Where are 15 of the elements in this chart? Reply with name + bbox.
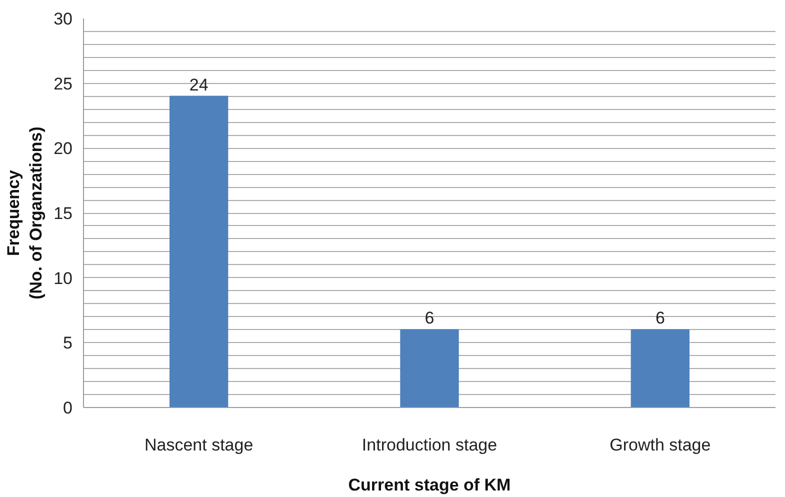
data-label: 6 <box>655 308 665 328</box>
y-tick-label: 15 <box>54 204 73 223</box>
y-tick-label: 5 <box>63 334 73 353</box>
y-tick-label: 10 <box>54 268 73 288</box>
x-tick-label: Nascent stage <box>144 436 254 454</box>
y-tick-label: 30 <box>54 10 73 28</box>
x-tick-label: Growth stage <box>610 436 711 454</box>
data-label: 6 <box>424 308 434 328</box>
y-axis-title: Frequency (No. of Organzations) <box>4 126 46 300</box>
x-axis-title: Current stage of KM <box>348 476 511 494</box>
data-label: 24 <box>189 75 208 94</box>
y-tick-label: 20 <box>54 139 73 158</box>
y-tick-label: 0 <box>63 398 73 418</box>
y-tick-label: 25 <box>54 74 73 94</box>
x-tick-label: Introduction stage <box>362 436 498 454</box>
